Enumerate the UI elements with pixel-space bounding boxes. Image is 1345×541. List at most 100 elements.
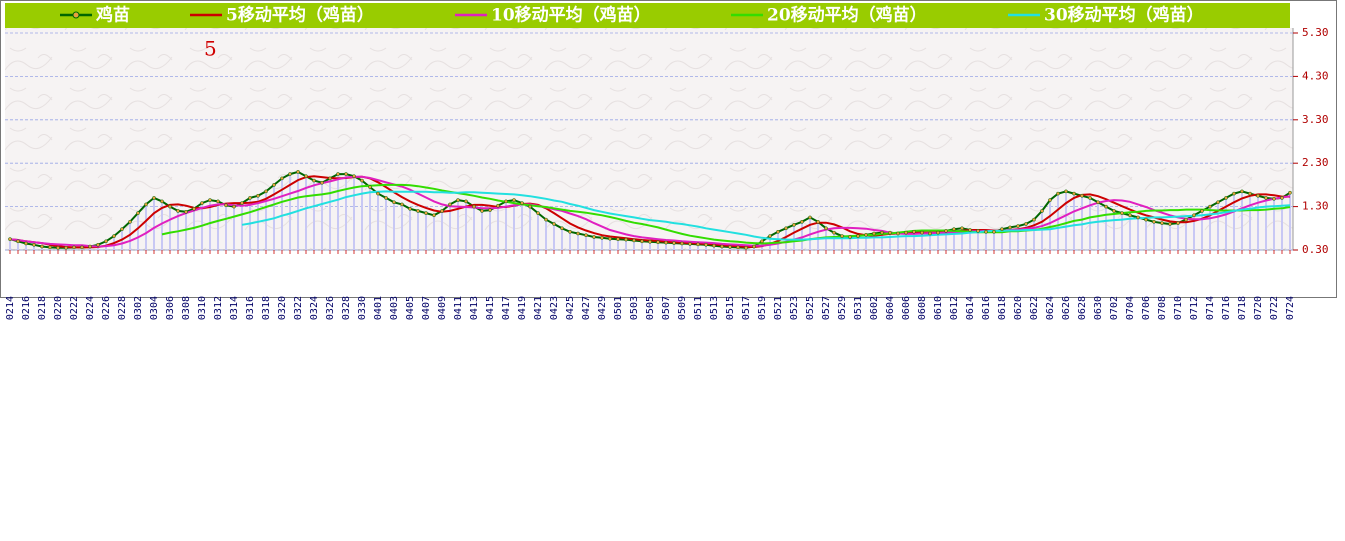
x-tick-label: 0507 <box>661 296 672 320</box>
x-tick-label: 0421 <box>533 296 544 320</box>
point-marker <box>1208 204 1212 209</box>
legend-label: 30移动平均（鸡苗） <box>1044 5 1204 26</box>
x-tick-label: 0720 <box>1253 296 1264 320</box>
x-tick-label: 0718 <box>1237 296 1248 320</box>
x-tick-label: 0620 <box>1013 296 1024 320</box>
point-marker <box>592 235 596 239</box>
point-marker <box>1104 204 1108 209</box>
legend-label: 10移动平均（鸡苗） <box>491 5 651 26</box>
x-tick-label: 0330 <box>357 296 368 320</box>
point-marker <box>864 232 868 237</box>
point-marker <box>872 231 876 236</box>
point-marker <box>56 245 60 250</box>
annotation: 5 <box>204 37 217 61</box>
x-tick-label: 0425 <box>565 296 576 320</box>
point-marker <box>608 236 612 241</box>
point-marker <box>1120 211 1124 215</box>
point-marker <box>808 215 812 220</box>
point-marker <box>400 202 404 207</box>
point-marker <box>1216 200 1220 205</box>
point-marker <box>328 176 332 181</box>
point-marker <box>480 209 484 213</box>
point-marker <box>176 209 180 213</box>
point-marker <box>568 229 572 234</box>
x-tick-label: 0407 <box>421 296 432 320</box>
point-marker <box>584 233 588 238</box>
point-marker <box>336 172 340 176</box>
point-marker <box>1080 193 1084 198</box>
legend-label: 20移动平均（鸡苗） <box>767 5 927 26</box>
x-tick-label: 0515 <box>725 296 736 320</box>
point-marker <box>216 199 220 204</box>
x-tick-label: 0527 <box>821 296 832 320</box>
x-tick-label: 0226 <box>101 296 112 320</box>
x-tick-label: 0628 <box>1077 296 1088 320</box>
point-marker <box>1168 222 1172 226</box>
point-marker <box>352 174 356 179</box>
x-tick-label: 0214 <box>5 296 16 320</box>
x-tick-label: 0622 <box>1029 296 1040 320</box>
x-tick-label: 0302 <box>133 296 144 320</box>
x-tick-label: 0602 <box>869 296 880 320</box>
point-marker <box>424 211 428 215</box>
x-tick-label: 0531 <box>853 296 864 320</box>
x-tick-label: 0624 <box>1045 296 1056 320</box>
point-marker <box>320 180 324 185</box>
point-marker <box>1112 209 1116 213</box>
point-marker <box>64 245 68 250</box>
point-marker <box>840 234 844 238</box>
x-tick-label: 0521 <box>773 296 784 320</box>
point-marker <box>1224 196 1228 200</box>
point-marker <box>432 213 436 218</box>
point-marker <box>32 242 36 247</box>
point-marker <box>536 211 540 215</box>
series-line <box>241 190 1291 241</box>
point-marker <box>800 219 804 224</box>
x-tick-label: 0708 <box>1157 296 1168 320</box>
x-tick-label: 0328 <box>341 296 352 320</box>
x-tick-label: 0409 <box>437 296 448 320</box>
point-marker <box>704 242 708 247</box>
point-marker <box>552 222 556 226</box>
point-marker <box>632 238 636 243</box>
point-marker <box>688 242 692 246</box>
x-tick-label: 0220 <box>53 296 64 320</box>
x-tick-label: 0419 <box>517 296 528 320</box>
x-tick-label: 0513 <box>709 296 720 320</box>
point-marker <box>960 226 964 231</box>
point-marker <box>640 239 644 244</box>
point-marker <box>24 241 28 246</box>
point-marker <box>1064 189 1068 194</box>
point-marker <box>1032 217 1036 222</box>
point-marker <box>696 242 700 247</box>
x-tick-label: 0501 <box>613 296 624 320</box>
point-marker <box>448 202 452 207</box>
point-marker <box>896 231 900 236</box>
point-marker <box>264 189 268 194</box>
point-marker <box>48 245 52 250</box>
point-marker <box>792 222 796 227</box>
y-tick-label: 0.30 <box>1302 243 1329 256</box>
point-marker <box>984 229 988 234</box>
x-tick-label: 0509 <box>677 296 688 320</box>
point-marker <box>288 172 292 176</box>
series-line <box>9 175 1291 248</box>
point-marker <box>112 234 116 238</box>
point-marker <box>80 245 84 250</box>
point-marker <box>1000 227 1004 232</box>
x-tick-label: 0324 <box>309 296 320 320</box>
point-marker <box>1232 191 1236 196</box>
point-marker <box>360 178 364 183</box>
point-marker <box>224 203 228 208</box>
point-marker <box>928 231 932 236</box>
point-marker <box>920 230 924 235</box>
point-marker <box>456 198 460 202</box>
point-marker <box>16 239 20 244</box>
x-tick-label: 0724 <box>1285 296 1296 320</box>
x-tick-label: 0505 <box>645 296 656 320</box>
point-marker <box>624 237 628 242</box>
x-tick-label: 0314 <box>229 296 240 320</box>
point-marker <box>712 243 716 248</box>
point-marker <box>1152 219 1156 224</box>
x-tick-label: 0519 <box>757 296 768 320</box>
